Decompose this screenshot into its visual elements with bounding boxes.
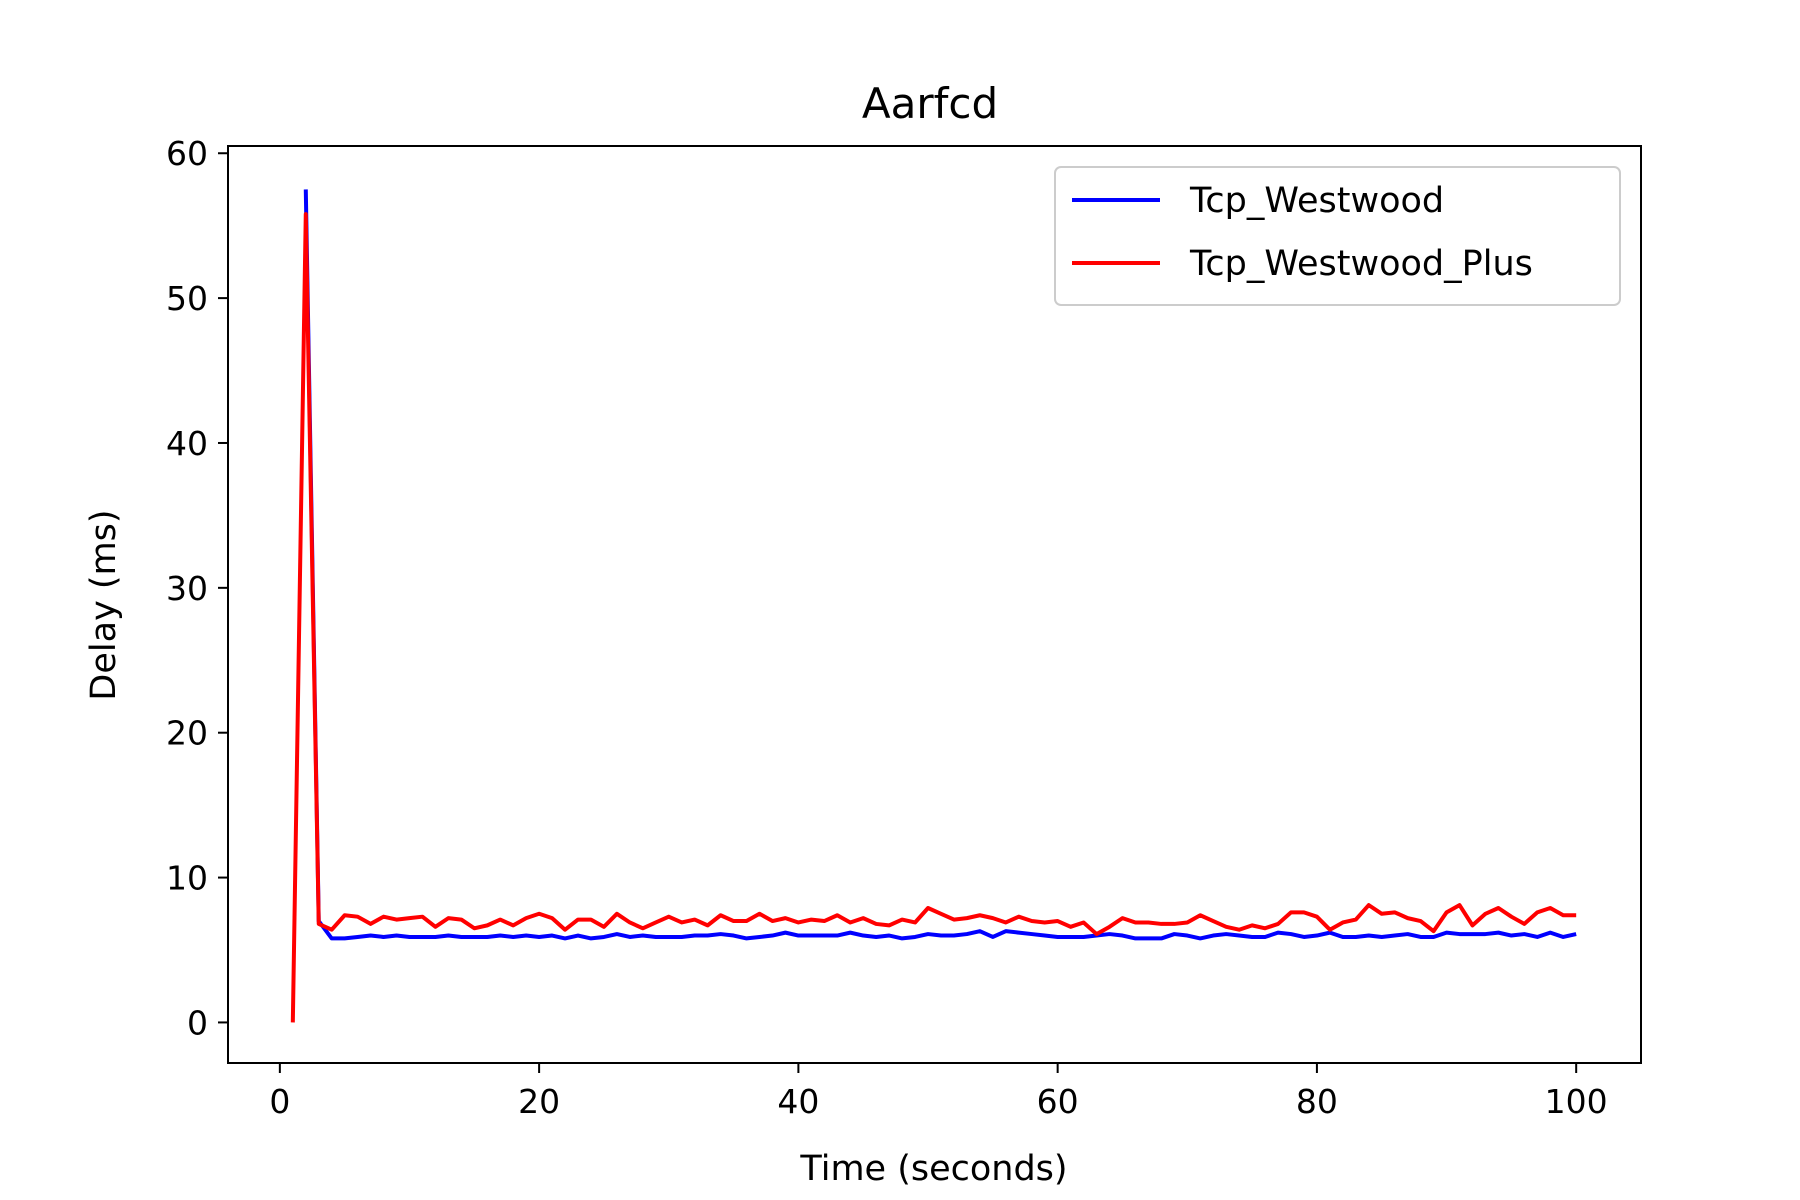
y-tick-label: 20: [166, 714, 208, 753]
legend-box: [1054, 166, 1621, 306]
plot-frame: [227, 145, 1642, 1064]
x-axis-label: Time (seconds): [799, 1149, 1067, 1189]
y-tick-label: 40: [166, 424, 208, 463]
chart-title: Aarfcd: [862, 79, 998, 128]
y-tick-label: 0: [187, 1003, 208, 1042]
series-line-tcp-westwood: [303, 189, 1577, 941]
series-line-tcp-westwood-plus: [290, 212, 1577, 1023]
y-axis: 0 10 20 30 40 50 60: [166, 134, 228, 1042]
y-tick-label: 60: [166, 134, 208, 173]
y-axis-label: Delay (ms): [84, 509, 124, 700]
y-tick-label: 50: [166, 279, 208, 318]
x-tick-label: 0: [269, 1082, 290, 1121]
y-tick-label: 10: [166, 859, 208, 898]
x-tick-label: 100: [1545, 1082, 1608, 1121]
x-tick-label: 80: [1296, 1082, 1338, 1121]
series-layer: [290, 189, 1577, 1023]
legend-label-tcp-westwood: Tcp_Westwood: [1189, 181, 1444, 221]
legend-label-tcp-westwood-plus: Tcp_Westwood_Plus: [1189, 244, 1533, 284]
x-tick-label: 20: [518, 1082, 560, 1121]
x-tick-label: 60: [1037, 1082, 1079, 1121]
legend: Tcp_Westwood Tcp_Westwood_Plus: [1054, 166, 1621, 306]
x-axis: 0 20 40 60 80 100: [269, 1063, 1608, 1121]
x-tick-label: 40: [777, 1082, 819, 1121]
y-tick-label: 30: [166, 569, 208, 608]
